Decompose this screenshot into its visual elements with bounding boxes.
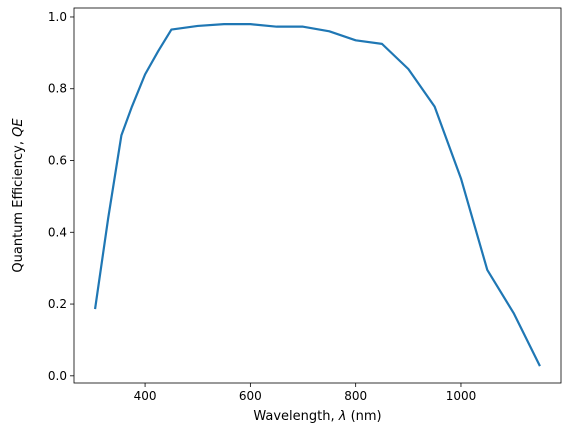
x-tick-label: 1000: [446, 389, 477, 403]
series-layer: [93, 23, 541, 367]
y-tick-label: 0.0: [48, 369, 67, 383]
y-tick-label: 0.4: [48, 225, 67, 239]
ticks-layer: 400 600 800 1000 0.0 0.2 0.4 0.6 0.8 1.0: [48, 10, 476, 403]
y-tick-label: 0.6: [48, 154, 67, 168]
x-tick-label: 600: [239, 389, 262, 403]
y-tick-label: 0.8: [48, 82, 67, 96]
plot-area: [74, 8, 561, 383]
x-tick-label: 400: [134, 389, 157, 403]
plot-frame: [73, 7, 562, 384]
series-line: [93, 23, 541, 367]
x-tick-label: 800: [344, 389, 367, 403]
x-axis-label: Wavelength, λ (nm): [253, 409, 381, 424]
y-tick-label: 0.2: [48, 297, 67, 311]
y-tick-label: 1.0: [48, 10, 67, 24]
y-axis-label: Quantum Efficiency, QE: [11, 118, 26, 273]
